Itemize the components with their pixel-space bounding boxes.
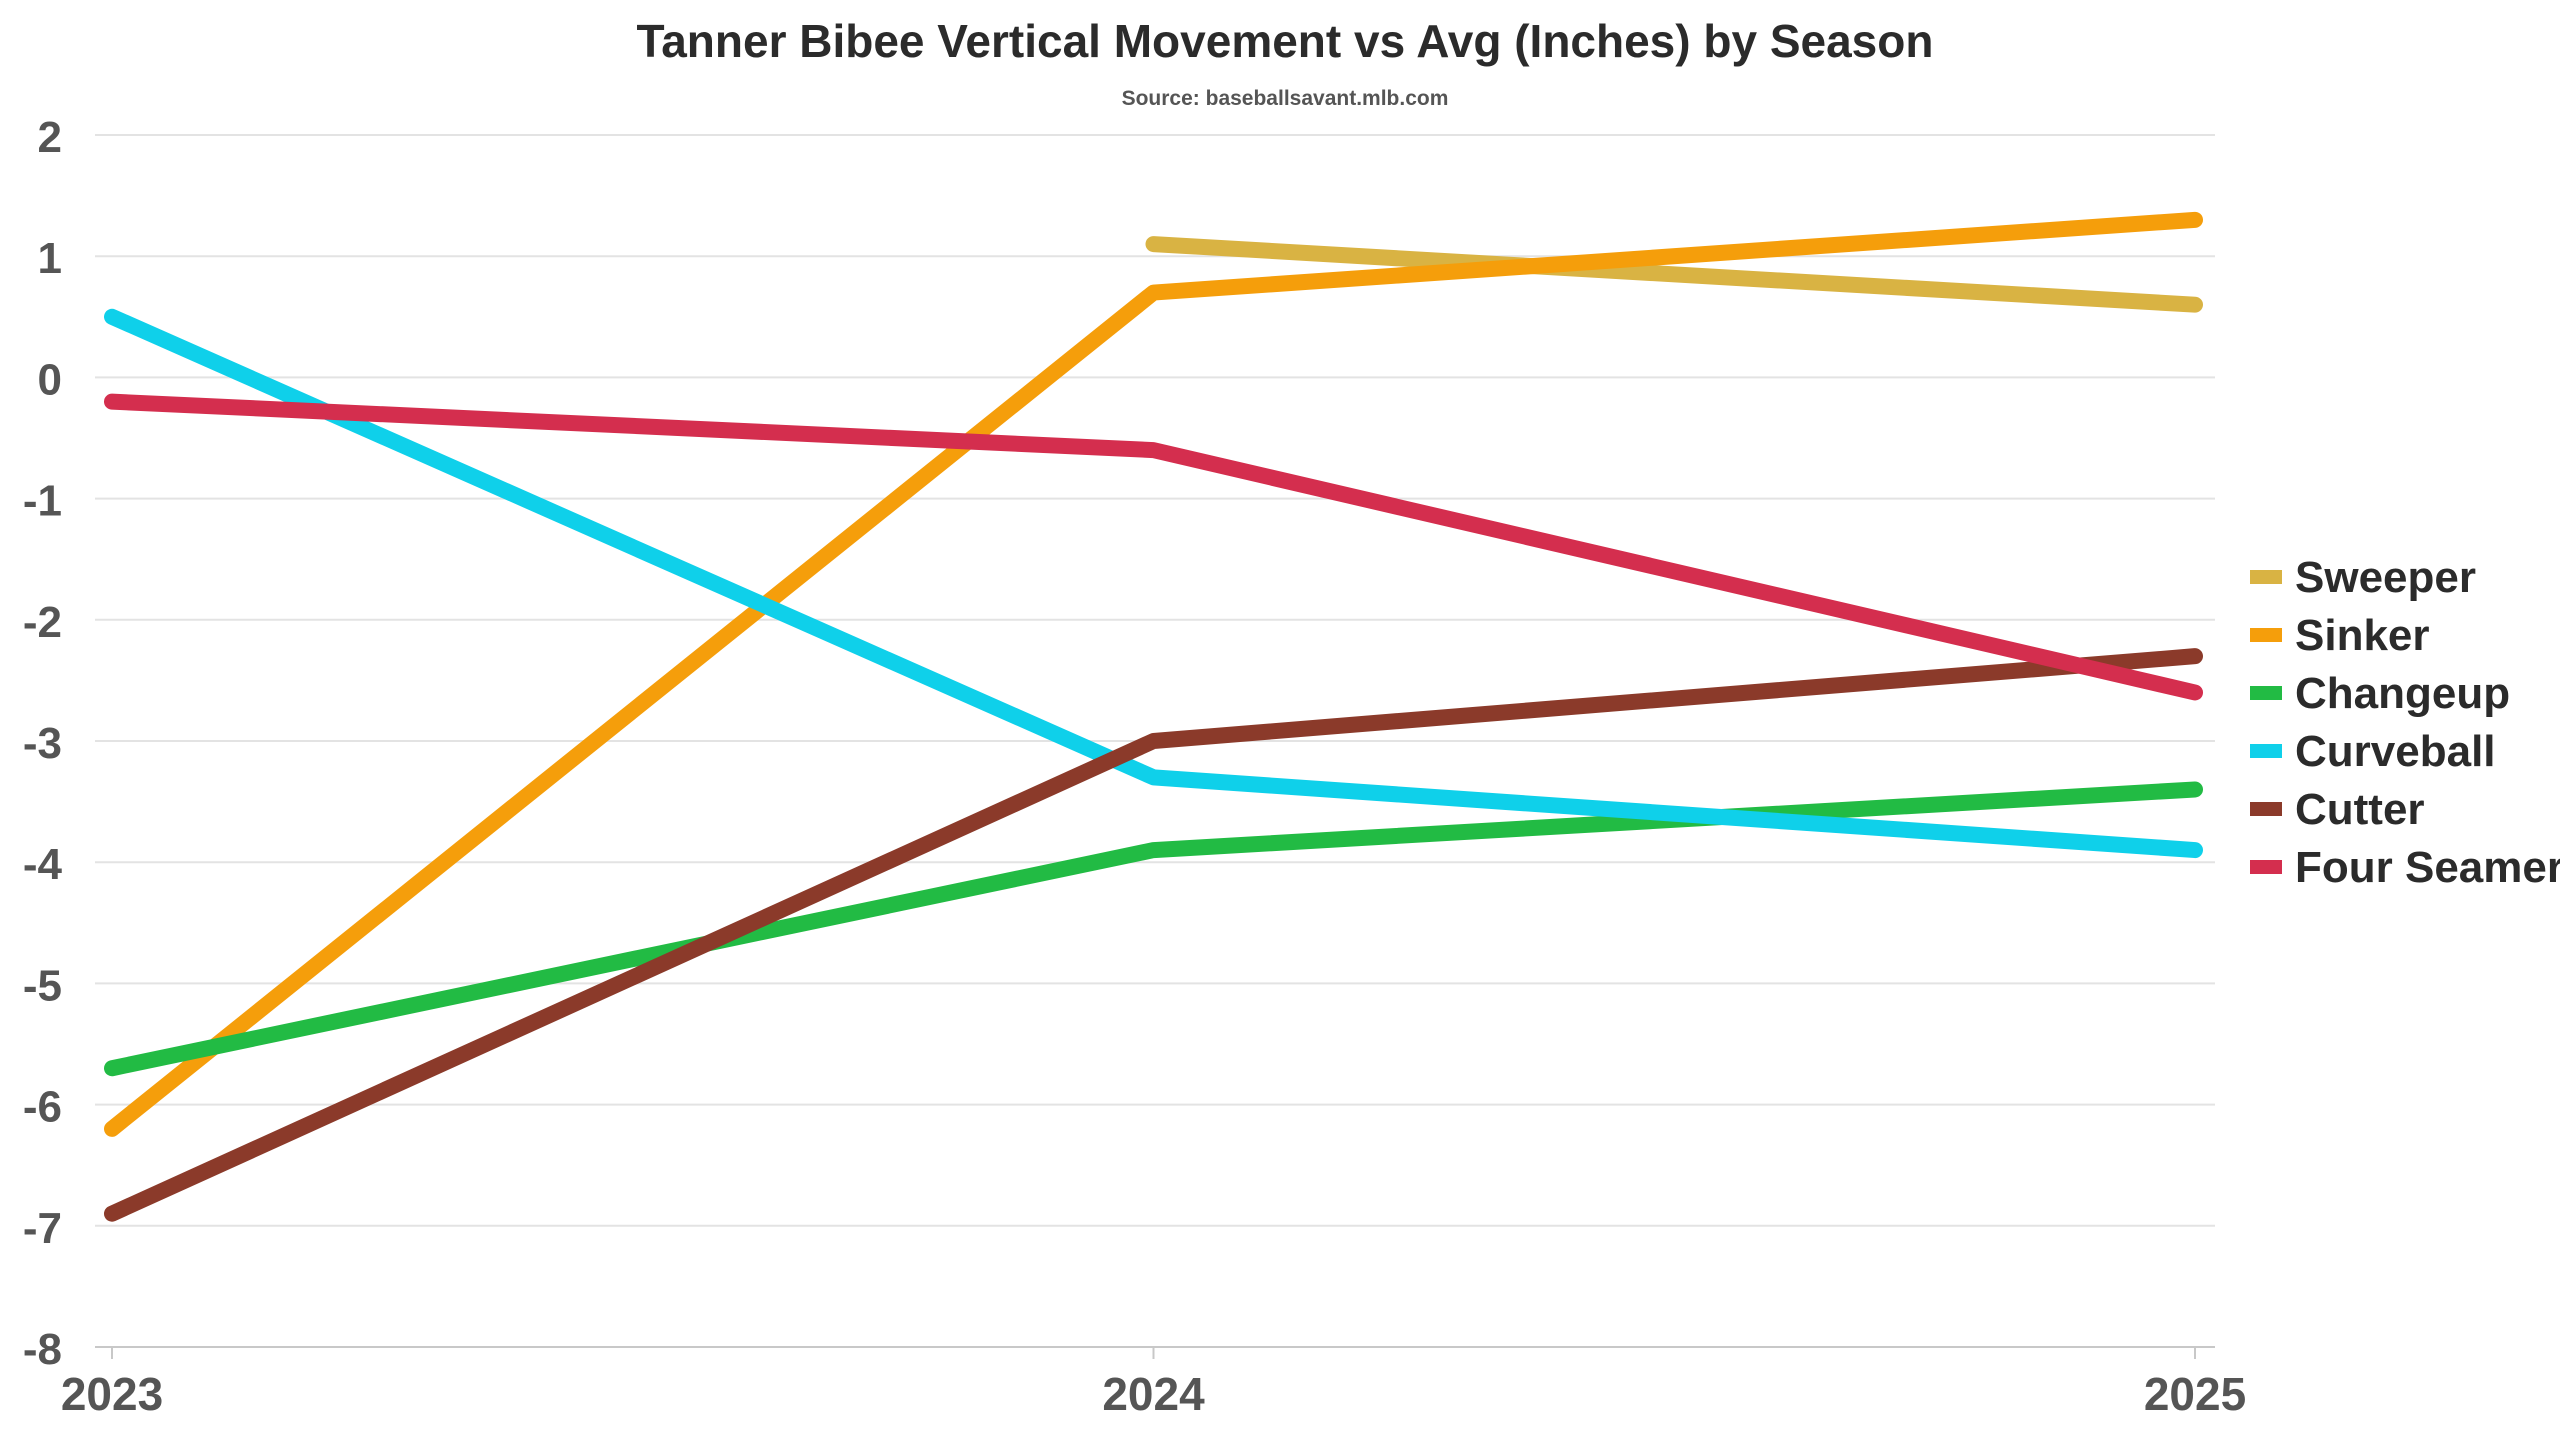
legend-label-curveball: Curveball	[2295, 727, 2496, 776]
x-tick-label: 2024	[1102, 1368, 1205, 1420]
y-tick-label: -1	[23, 477, 62, 526]
y-tick-label: -4	[23, 840, 63, 889]
legend-swatch-four-seamer	[2250, 860, 2282, 874]
y-tick-label: 0	[38, 355, 62, 404]
series-line-curveball	[104, 308, 2203, 859]
y-tick-label: -3	[23, 719, 62, 768]
y-tick-label: -8	[23, 1325, 62, 1374]
legend-label-sweeper: Sweeper	[2295, 553, 2476, 602]
series-line-sweeper	[1145, 236, 2203, 313]
legend-label-cutter: Cutter	[2295, 785, 2425, 834]
legend-swatch-cutter	[2250, 802, 2282, 816]
series-line-cutter	[104, 648, 2203, 1222]
series-line-changeup	[104, 781, 2203, 1077]
series-lines	[104, 211, 2203, 1222]
legend-swatch-sinker	[2250, 628, 2282, 642]
chart-title: Tanner Bibee Vertical Movement vs Avg (I…	[637, 15, 1934, 67]
series-line-four-seamer	[104, 393, 2203, 701]
x-tick-label: 2025	[2144, 1368, 2246, 1420]
chart-subtitle: Source: baseballsavant.mlb.com	[1122, 87, 1449, 110]
legend: Sweeper Sinker Changeup Curveball Cutter Four…	[2250, 553, 2560, 892]
x-tick-label: 2023	[61, 1368, 163, 1420]
y-tick-label: -6	[23, 1083, 62, 1132]
y-tick-label: 2	[38, 113, 62, 162]
legend-swatch-sweeper	[2250, 570, 2282, 584]
legend-label-four-seamer: Four Seamer	[2295, 843, 2560, 892]
y-tick-label: -5	[23, 961, 62, 1010]
legend-label-changeup: Changeup	[2295, 669, 2510, 718]
y-tick-label: -7	[23, 1204, 62, 1253]
legend-swatch-changeup	[2250, 686, 2282, 700]
y-tick-label: 1	[38, 234, 62, 283]
legend-swatch-curveball	[2250, 744, 2282, 758]
series-line-sinker	[104, 211, 2203, 1137]
legend-label-sinker: Sinker	[2295, 611, 2430, 660]
y-tick-label: -2	[23, 598, 62, 647]
